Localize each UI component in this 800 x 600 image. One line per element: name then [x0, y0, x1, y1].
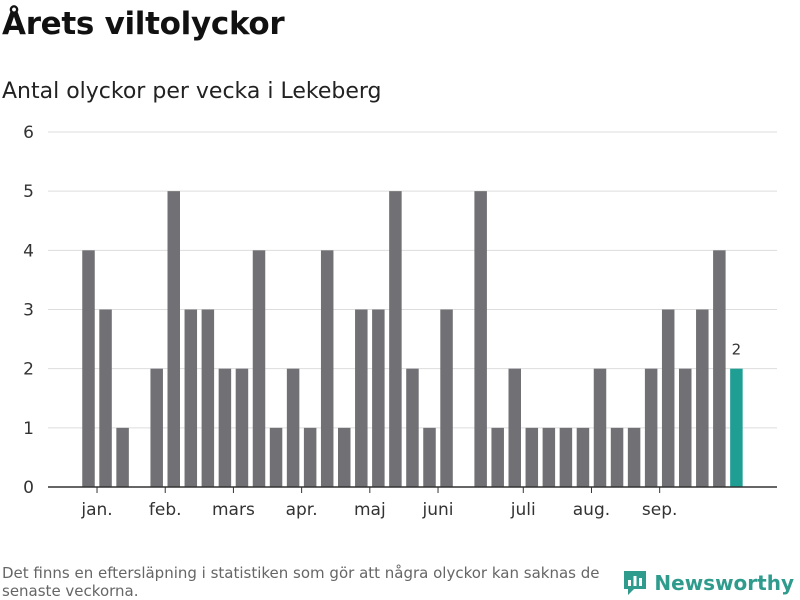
- x-tick-label: sep.: [642, 500, 678, 520]
- y-tick-label: 2: [23, 360, 34, 380]
- footnote: Det finns en eftersläpning i statistiken…: [2, 564, 600, 600]
- x-tick-label: apr.: [286, 500, 318, 520]
- bar: [82, 250, 95, 487]
- x-tick-label: feb.: [149, 500, 182, 520]
- bar: [303, 427, 317, 487]
- y-tick-label: 4: [23, 241, 34, 261]
- bar: [116, 427, 129, 487]
- bar: [150, 368, 163, 487]
- x-tick-label: jan.: [80, 500, 112, 520]
- data-labels: 2: [732, 341, 742, 359]
- y-tick-label: 1: [23, 419, 34, 439]
- bar: [576, 427, 590, 487]
- x-tick-label: juli: [510, 500, 536, 520]
- bar: [627, 427, 641, 487]
- bar: [184, 309, 198, 487]
- bar: [218, 368, 232, 487]
- bar: [593, 368, 607, 487]
- bar: [201, 309, 215, 487]
- bar: [610, 427, 624, 487]
- bar: [423, 427, 436, 487]
- bar-chart: 0 1 2 3 4 5 6 jan. feb. mars apr. maj juni juli aug. s…: [23, 123, 777, 520]
- bar: [269, 427, 283, 487]
- bar: [372, 309, 385, 487]
- bar: [389, 191, 402, 487]
- x-tick-label: maj: [354, 500, 386, 520]
- bars: [82, 191, 743, 487]
- bar: [406, 368, 419, 487]
- bar: [525, 427, 539, 487]
- bar: [252, 250, 266, 487]
- bar: [440, 309, 453, 487]
- bar: [713, 250, 726, 487]
- brand-name: Newsworthy: [654, 571, 794, 595]
- x-tick-label: aug.: [573, 500, 610, 520]
- bar: [679, 368, 692, 487]
- x-axis-month-labels: jan. feb. mars apr. maj juni juli aug. sep.: [80, 500, 677, 520]
- y-tick-label: 5: [23, 182, 34, 202]
- bar: [235, 368, 249, 487]
- bar: [338, 427, 351, 487]
- bar: [167, 191, 180, 487]
- bar-highlighted: [730, 368, 743, 487]
- bar: [542, 427, 556, 487]
- bar: [696, 309, 709, 487]
- bar: [99, 309, 112, 487]
- y-axis-ticks: 0 1 2 3 4 5 6: [23, 123, 34, 498]
- y-tick-label: 3: [23, 301, 34, 321]
- bar: [508, 368, 521, 487]
- bar: [355, 309, 368, 487]
- bar: [661, 309, 675, 487]
- data-label: 2: [732, 341, 742, 359]
- x-tick-label: juni: [422, 500, 454, 520]
- bar: [491, 427, 504, 487]
- bar: [320, 250, 334, 487]
- x-tick-label: mars: [212, 500, 255, 520]
- bar: [474, 191, 487, 487]
- bar: [286, 368, 300, 487]
- y-tick-label: 6: [23, 123, 34, 143]
- y-tick-label: 0: [23, 478, 34, 498]
- newsworthy-logo[interactable]: Newsworthy: [622, 569, 794, 597]
- bar-chart-speech-bubble-icon: [624, 571, 647, 595]
- x-axis: [48, 486, 777, 493]
- bar: [559, 427, 573, 487]
- chart-subtitle: Antal olyckor per vecka i Lekeberg: [2, 79, 382, 104]
- chart-title: Årets viltolyckor: [2, 6, 285, 42]
- bar: [644, 368, 658, 487]
